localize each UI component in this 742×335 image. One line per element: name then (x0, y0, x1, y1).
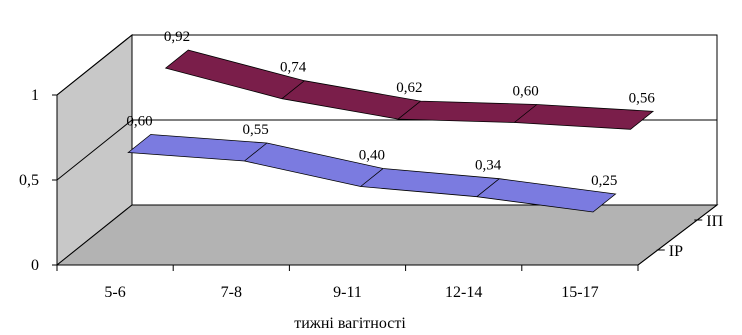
x-tick-label: 15-17 (561, 284, 598, 301)
ribbon-divider (514, 104, 538, 123)
ticks: 0 0,5 1 5-6 7-8 9-11 12-14 15-17 ІР ІП (19, 87, 724, 301)
data-label: 0,34 (475, 158, 502, 174)
x-tick-label: 5-6 (104, 284, 125, 301)
floor (55, 204, 719, 266)
data-label: 0,55 (243, 122, 269, 138)
data-label: 0,60 (126, 114, 152, 130)
gridline-side (56, 34, 133, 96)
y-tick-label: 0 (31, 257, 39, 274)
x-tick-label: 9-11 (333, 284, 362, 301)
x-tick-label: 12-14 (445, 284, 482, 301)
data-label: 0,62 (396, 80, 422, 96)
y-tick-label: 0,5 (19, 172, 39, 189)
series-ribbon (127, 134, 617, 213)
data-label: 0,40 (359, 148, 385, 164)
y-tick-label: 1 (31, 87, 39, 104)
data-label: 0,60 (512, 84, 538, 100)
ribbon-divider (360, 168, 384, 187)
ribbon-divider (397, 100, 421, 120)
ribbon-divider (476, 178, 500, 198)
ribbon-divider (244, 142, 268, 162)
x-tick-label: 7-8 (221, 284, 242, 301)
data-label: 0,92 (164, 29, 190, 45)
gridline-side (56, 119, 133, 181)
data-label: 0,74 (280, 60, 307, 76)
series-label: ІР (669, 243, 683, 260)
labels-layer: 0,92 0,74 0,62 0,60 0,56 0,60 0,55 0,40 0,34 0,25 (126, 29, 655, 189)
data-label: 0,56 (629, 90, 656, 106)
series-label: ІП (706, 213, 723, 230)
series-layer (127, 49, 655, 213)
x-axis-label: тижні вагітності (294, 315, 406, 332)
ribbon-divider (281, 80, 305, 100)
depth-axis (637, 204, 718, 266)
data-label: 0,25 (591, 173, 617, 189)
